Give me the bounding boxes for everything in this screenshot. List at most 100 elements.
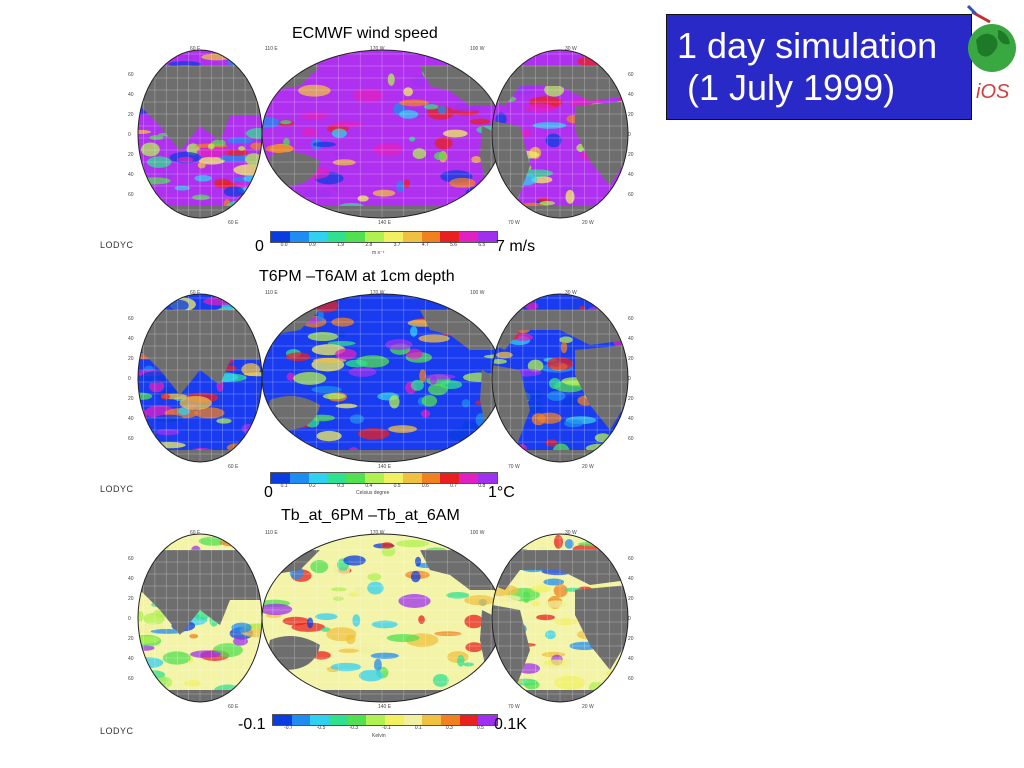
colorbar-tick-label: 0.3	[445, 725, 453, 731]
map3-colorbar-ticks: -0.7 -0.5 -0.3 -0.1 0.1 0.3 0.5	[272, 725, 496, 731]
field-patch	[283, 138, 290, 147]
map3-scale-max: 0.1K	[494, 716, 527, 733]
field-patch	[464, 595, 496, 606]
field-patch	[367, 581, 384, 595]
field-patch	[256, 317, 262, 327]
longitude-label: 60 E	[228, 704, 239, 710]
field-patch	[403, 87, 414, 97]
field-patch	[331, 128, 347, 138]
colorbar-swatch	[441, 715, 460, 725]
field-patch	[332, 596, 344, 601]
latitude-label: 0	[628, 616, 631, 622]
field-patch	[330, 587, 347, 592]
colorbar-tick-label: 0.1	[414, 725, 422, 731]
field-patch	[410, 379, 424, 391]
colorbar-swatch	[440, 473, 460, 483]
field-patch	[292, 688, 309, 698]
longitude-label: 100 W	[470, 46, 485, 52]
field-patch	[138, 544, 159, 558]
colorbar-swatch	[421, 232, 441, 242]
field-patch	[609, 446, 617, 461]
field-patch	[562, 397, 583, 407]
field-patch	[577, 541, 610, 547]
latitude-label: 40	[628, 416, 634, 422]
field-patch	[471, 156, 482, 164]
field-patch	[465, 186, 500, 199]
latitude-label: 20	[628, 356, 634, 362]
field-patch	[332, 184, 341, 192]
field-patch	[264, 63, 285, 72]
field-patch	[138, 635, 160, 644]
field-patch	[496, 351, 513, 359]
field-patch	[410, 75, 426, 88]
colorbar-swatch	[308, 232, 328, 242]
field-patch	[380, 542, 394, 549]
longitude-label: 100 W	[470, 530, 485, 536]
field-patch	[545, 630, 556, 640]
field-patch	[338, 331, 346, 338]
field-patch	[449, 177, 476, 189]
field-patch	[454, 301, 488, 312]
field-patch	[141, 371, 170, 384]
field-patch	[389, 395, 400, 409]
field-patch	[238, 146, 246, 151]
field-patch	[320, 627, 331, 632]
latitude-label: 0	[628, 132, 631, 138]
field-patch	[543, 578, 565, 586]
globe-lobe	[492, 294, 628, 462]
field-patch	[231, 622, 252, 633]
institute-logo: iOS	[962, 0, 1024, 110]
latitude-label: 60	[628, 556, 634, 562]
field-patch	[221, 617, 231, 622]
field-patch	[352, 614, 361, 627]
colorbar-swatch	[383, 473, 403, 483]
field-patch	[565, 189, 575, 204]
latitude-label: 20	[128, 596, 134, 602]
latitude-label: 60	[128, 676, 134, 682]
field-patch	[553, 584, 568, 598]
field-patch	[492, 306, 509, 321]
field-patch	[516, 444, 528, 453]
latitude-label: 20	[128, 396, 134, 402]
globe-lobe	[262, 50, 502, 218]
field-patch	[243, 174, 262, 183]
field-patch	[226, 200, 259, 211]
field-patch	[245, 153, 262, 166]
map1-credit: LODYC	[100, 240, 134, 250]
longitude-label: 140 E	[378, 220, 392, 226]
longitude-label: 30 W	[565, 530, 577, 536]
colorbar-swatch	[289, 473, 309, 483]
longitude-label: 140 E	[378, 704, 392, 710]
latitude-label: 40	[128, 576, 134, 582]
field-patch	[577, 55, 608, 67]
longitude-label: 170 W	[370, 290, 385, 296]
field-patch	[478, 448, 493, 458]
field-patch	[154, 414, 184, 423]
globe-lobe	[138, 534, 262, 702]
colorbar-swatch	[385, 715, 404, 725]
field-patch	[289, 203, 310, 210]
field-patch	[179, 396, 212, 410]
field-patch	[548, 378, 561, 389]
colorbar-swatch	[310, 715, 330, 725]
latitude-label: 60	[128, 192, 134, 198]
colorbar-tick-label: -0.3	[349, 725, 359, 731]
latitude-label: 40	[128, 656, 134, 662]
latitude-label: 20	[628, 596, 634, 602]
colorbar-tick-label: 0.2	[308, 483, 316, 489]
field-patch	[312, 141, 336, 148]
field-patch	[399, 99, 429, 107]
field-patch	[414, 556, 422, 567]
field-patch	[603, 442, 622, 447]
field-patch	[457, 654, 465, 667]
colorbar-tick-label: 6.5	[478, 242, 486, 248]
map2-unit: Celsius degree	[356, 490, 390, 496]
map2-colorbar	[270, 472, 498, 484]
field-patch	[138, 669, 166, 680]
field-patch	[177, 156, 194, 163]
slide-title-line2: (1 July 1999)	[677, 67, 896, 108]
field-patch	[396, 180, 405, 193]
slide-title-line1: 1 day simulation	[677, 25, 938, 66]
colorbar-swatch	[421, 473, 441, 483]
land-north-america-east	[492, 66, 628, 106]
